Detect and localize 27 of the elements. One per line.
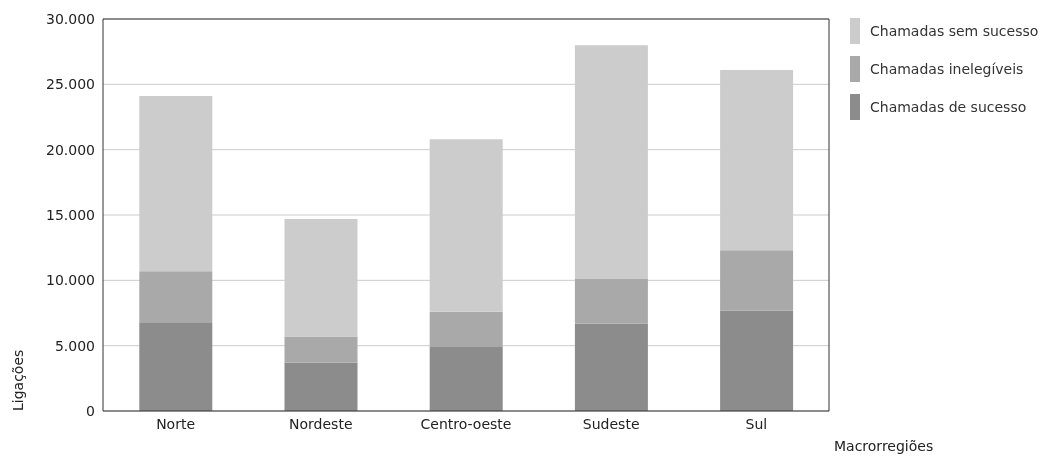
x-tick-label: Sudeste [582,415,640,432]
y-tick-label: 20.000 [46,141,95,158]
bar [429,311,503,347]
bar [429,346,503,411]
bar [139,271,213,323]
x-axis-title: Macrorregiões [834,437,934,454]
legend-label: Chamadas sem sucesso [870,23,1039,39]
bar [574,279,648,324]
y-tick-label: 15.000 [46,206,95,223]
x-tick-label: Centro-oeste [420,415,512,432]
legend-label: Chamadas de sucesso [870,99,1027,115]
y-tick-label: 5.000 [54,337,95,354]
x-tick-label: Sul [745,415,768,432]
x-tick-label: Nordeste [289,415,353,432]
y-tick-label: 0 [86,402,95,419]
y-tick-label: 30.000 [46,10,95,27]
bar [574,323,648,411]
x-tick-label: Norte [156,415,196,432]
y-tick-label: 25.000 [46,76,95,93]
bar [720,310,794,411]
legend-label: Chamadas inelegíveis [870,61,1024,77]
y-axis-title: Ligações [10,349,26,411]
bar [284,362,358,411]
bar [284,336,358,363]
y-tick-label: 10.000 [46,272,95,289]
bar [139,322,213,411]
bar [720,250,794,311]
